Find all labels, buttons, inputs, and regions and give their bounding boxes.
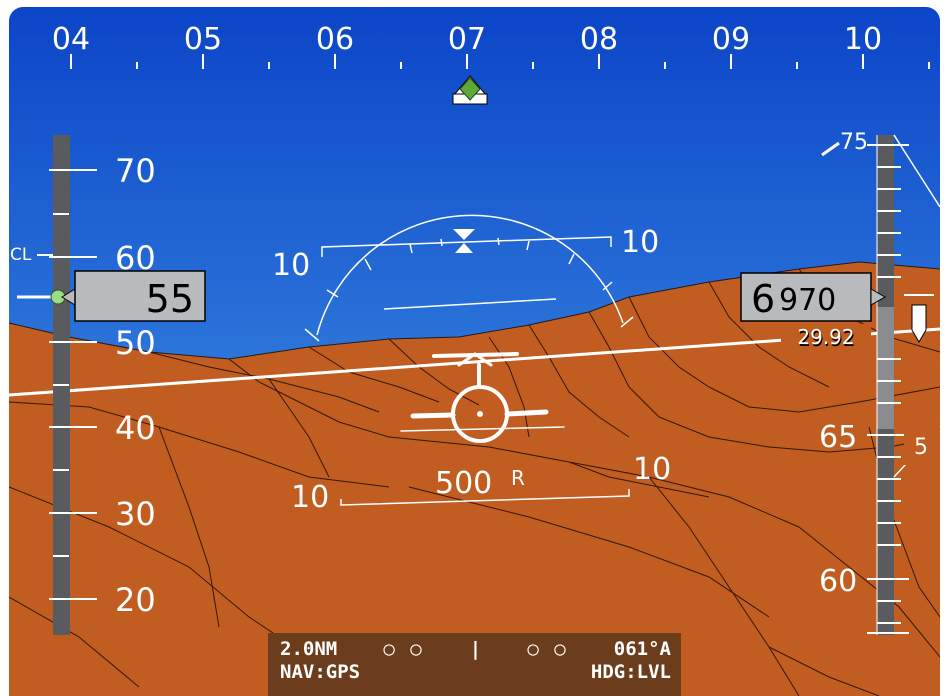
altitude-readout: 6 970 xyxy=(740,272,887,322)
altitude-label: 60 xyxy=(819,564,857,599)
pitch-label-10: 10 xyxy=(291,480,329,515)
baro-setting-shadow: 29.92 xyxy=(798,327,855,351)
nav-source: NAV:GPS xyxy=(280,661,361,683)
roll-index-pointer xyxy=(453,229,475,240)
heading-tape: 04 05 06 07 08 09 10 xyxy=(52,22,930,69)
altitude-tape: 75 65 60 xyxy=(819,130,940,635)
vertical-speed-pointer-icon xyxy=(904,294,934,343)
cdi-center-bar: | xyxy=(469,638,482,660)
heading-label: 04 xyxy=(52,22,90,57)
altitude-thousands: 6 xyxy=(751,277,775,321)
radar-altitude-value: 500 xyxy=(435,466,492,501)
airspeed-current-value: 55 xyxy=(146,277,194,321)
airspeed-label: 50 xyxy=(115,324,156,362)
waypoint-diamond-icon xyxy=(459,77,481,101)
heading-label: 07 xyxy=(448,22,486,57)
airspeed-label: 20 xyxy=(115,581,156,619)
airspeed-label: 70 xyxy=(115,152,156,190)
airspeed-tape: 70 60 50 40 30 20 CL xyxy=(10,135,156,635)
airspeed-readout: 55 xyxy=(17,270,206,322)
vertical-speed-value: 5 xyxy=(914,435,928,460)
nav-distance: 2.0NM xyxy=(280,638,338,660)
heading-label: 06 xyxy=(316,22,354,57)
airspeed-label: 30 xyxy=(115,495,156,533)
pitch-ladder xyxy=(321,236,630,506)
pitch-label-10: 10 xyxy=(633,452,671,487)
baro-setting-box: 29.92 29.92 xyxy=(781,324,871,351)
heading-label: 09 xyxy=(712,22,750,57)
aircraft-symbol-icon xyxy=(400,352,565,443)
roll-sky-pointer xyxy=(455,243,473,253)
altitude-label: 75 xyxy=(840,130,868,155)
pitch-label-10: 10 xyxy=(272,248,310,283)
altitude-hundreds: 970 xyxy=(779,283,836,318)
primary-flight-display: 04 05 06 07 08 09 10 70 60 50 xyxy=(9,7,940,696)
nav-info-box: 2.0NM ○ ○ | ○ ○ 061°A NAV:GPS HDG:LVL xyxy=(268,633,681,696)
heading-label: 08 xyxy=(580,22,618,57)
nav-course: 061°A xyxy=(613,638,671,660)
radar-altitude-suffix: R xyxy=(511,466,525,490)
airspeed-label: 40 xyxy=(115,409,156,447)
heading-label: 05 xyxy=(184,22,222,57)
roll-arc xyxy=(304,214,634,342)
climb-speed-marker-label: CL xyxy=(10,245,32,265)
pitch-label-10: 10 xyxy=(621,225,659,260)
cdi-right-dots: ○ ○ xyxy=(527,638,568,660)
baro-setting-value: 29.92 xyxy=(797,325,854,349)
heading-label: 10 xyxy=(844,22,882,57)
cdi-left-dots: ○ ○ xyxy=(383,638,424,660)
altitude-label: 65 xyxy=(819,420,857,455)
heading-mode: HDG:LVL xyxy=(590,661,671,683)
